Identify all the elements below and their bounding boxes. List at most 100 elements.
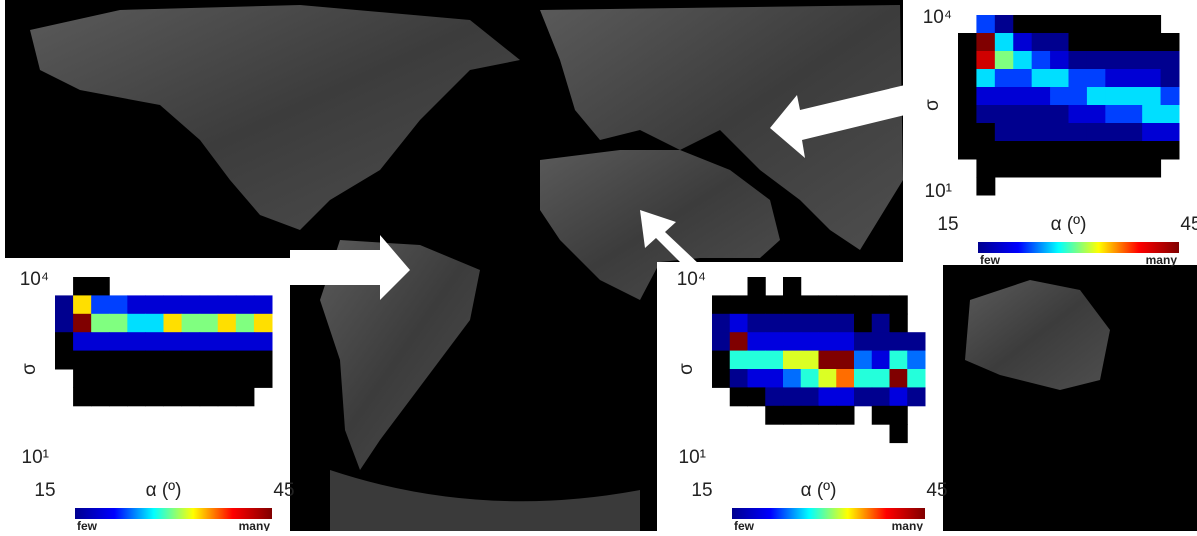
heatmap-cell	[1013, 87, 1033, 106]
heatmap-cell	[55, 332, 74, 352]
y-axis-label: σ	[19, 363, 40, 375]
heatmap-cell	[783, 369, 802, 388]
heatmap-cell	[836, 387, 855, 407]
heatmap-cell	[747, 277, 766, 296]
heatmap-cell	[976, 15, 996, 34]
heatmap-cell	[163, 369, 183, 388]
heatmap-cell	[836, 295, 855, 315]
heatmap-cell	[1086, 105, 1106, 124]
heatmap-cell	[1086, 33, 1106, 52]
heatmap-cell	[783, 387, 802, 407]
arrow	[770, 85, 905, 158]
heatmap-cell	[1050, 33, 1069, 52]
heatmap-cell	[1068, 141, 1088, 160]
heatmap-cell	[1050, 15, 1069, 34]
arrow	[290, 235, 410, 300]
heatmap-cell	[1123, 105, 1143, 124]
heatmap-cell	[958, 141, 977, 160]
heatmap-cell	[1142, 15, 1162, 34]
heatmap-cell	[1013, 51, 1033, 70]
heatmap-cell	[1031, 141, 1051, 160]
heatmap-cell	[235, 369, 255, 388]
heatmap-cell	[747, 332, 766, 352]
heatmap-cell	[1086, 141, 1106, 160]
heatmap-cell	[765, 369, 784, 388]
heatmap-cell	[871, 350, 890, 370]
heatmap-cell	[1105, 15, 1125, 34]
heatmap-cell	[1142, 105, 1162, 124]
heatmap-cell	[836, 369, 855, 388]
heatmap-cell	[1068, 105, 1088, 124]
heatmap-cell	[127, 387, 146, 407]
heatmap-cell	[1050, 69, 1069, 88]
heatmap-cell	[73, 387, 92, 407]
heatmap-cell	[199, 369, 219, 388]
heatmap-cell	[854, 387, 873, 407]
heatmap-cell	[836, 332, 855, 352]
heatmap-cell	[783, 277, 802, 296]
heatmap-cell	[994, 141, 1014, 160]
heatmap-cell	[765, 295, 784, 315]
heatmap-cell	[1142, 141, 1162, 160]
heatmap-cell	[889, 313, 908, 333]
heatmap-cell	[1013, 159, 1033, 178]
heatmap-cell	[800, 313, 819, 333]
heatmap-cell	[907, 387, 926, 407]
heatmap-cell	[765, 405, 784, 425]
arrow	[640, 210, 700, 272]
heatmap-cell	[1068, 123, 1088, 142]
heatmap-cell	[217, 387, 237, 407]
heatmap-cell	[1160, 69, 1180, 88]
south-america	[320, 240, 480, 470]
heatmap-cell	[1031, 159, 1051, 178]
heatmap-cell	[994, 51, 1014, 70]
heatmap-cell	[1105, 105, 1125, 124]
heatmap-cell	[1031, 87, 1051, 106]
heatmap-cell	[1013, 33, 1033, 52]
heatmap-cell	[1123, 123, 1143, 142]
y-tick-label: 10⁴	[20, 269, 49, 290]
heatmap-cell	[747, 369, 766, 388]
heatmap-cell	[181, 387, 201, 407]
heatmap-cell	[1013, 141, 1033, 160]
heatmap-cell	[73, 332, 92, 352]
heatmap-cell	[976, 123, 996, 142]
heatmap-cell	[181, 313, 201, 333]
heatmap-cell	[1031, 69, 1051, 88]
colorbar-label: many	[1146, 253, 1178, 267]
heatmap-cell	[253, 350, 273, 370]
heatmap-cell	[976, 159, 996, 178]
heatmap-cell	[145, 350, 164, 370]
y-tick-label: 10⁴	[923, 7, 952, 28]
heatmap-cell	[712, 332, 731, 352]
heatmap-cell	[994, 69, 1014, 88]
heatmap-cell	[127, 295, 146, 315]
heatmap-cell	[1050, 123, 1069, 142]
heatmap-cell	[994, 15, 1014, 34]
heatmap-cell	[783, 405, 802, 425]
heatmap-cell	[871, 313, 890, 333]
heatmap-cell	[765, 313, 784, 333]
heatmap-cell	[163, 313, 183, 333]
heatmap-cell	[1123, 159, 1143, 178]
heatmap-cell	[109, 295, 128, 315]
heatmap-cell	[1086, 87, 1106, 106]
heatmap-cell	[889, 332, 908, 352]
heatmap-cell	[181, 332, 201, 352]
heatmap-cell	[854, 295, 873, 315]
heatmap-cell	[127, 369, 146, 388]
heatmap-cell	[1068, 69, 1088, 88]
heatmap-cell	[235, 332, 255, 352]
heatmap-cell	[783, 332, 802, 352]
heatmap-cell	[1031, 105, 1051, 124]
heatmap-cell	[1050, 51, 1069, 70]
heatmap-cell	[91, 332, 110, 352]
heatmap-cell	[145, 369, 164, 388]
heatmap-cell	[800, 350, 819, 370]
x-tick-label: 15	[34, 480, 55, 501]
heatmap-cell	[976, 69, 996, 88]
heatmap-cell	[958, 105, 977, 124]
heatmap-cell	[145, 295, 164, 315]
heatmap-cell	[163, 295, 183, 315]
x-axis-label: α (º)	[801, 480, 837, 501]
